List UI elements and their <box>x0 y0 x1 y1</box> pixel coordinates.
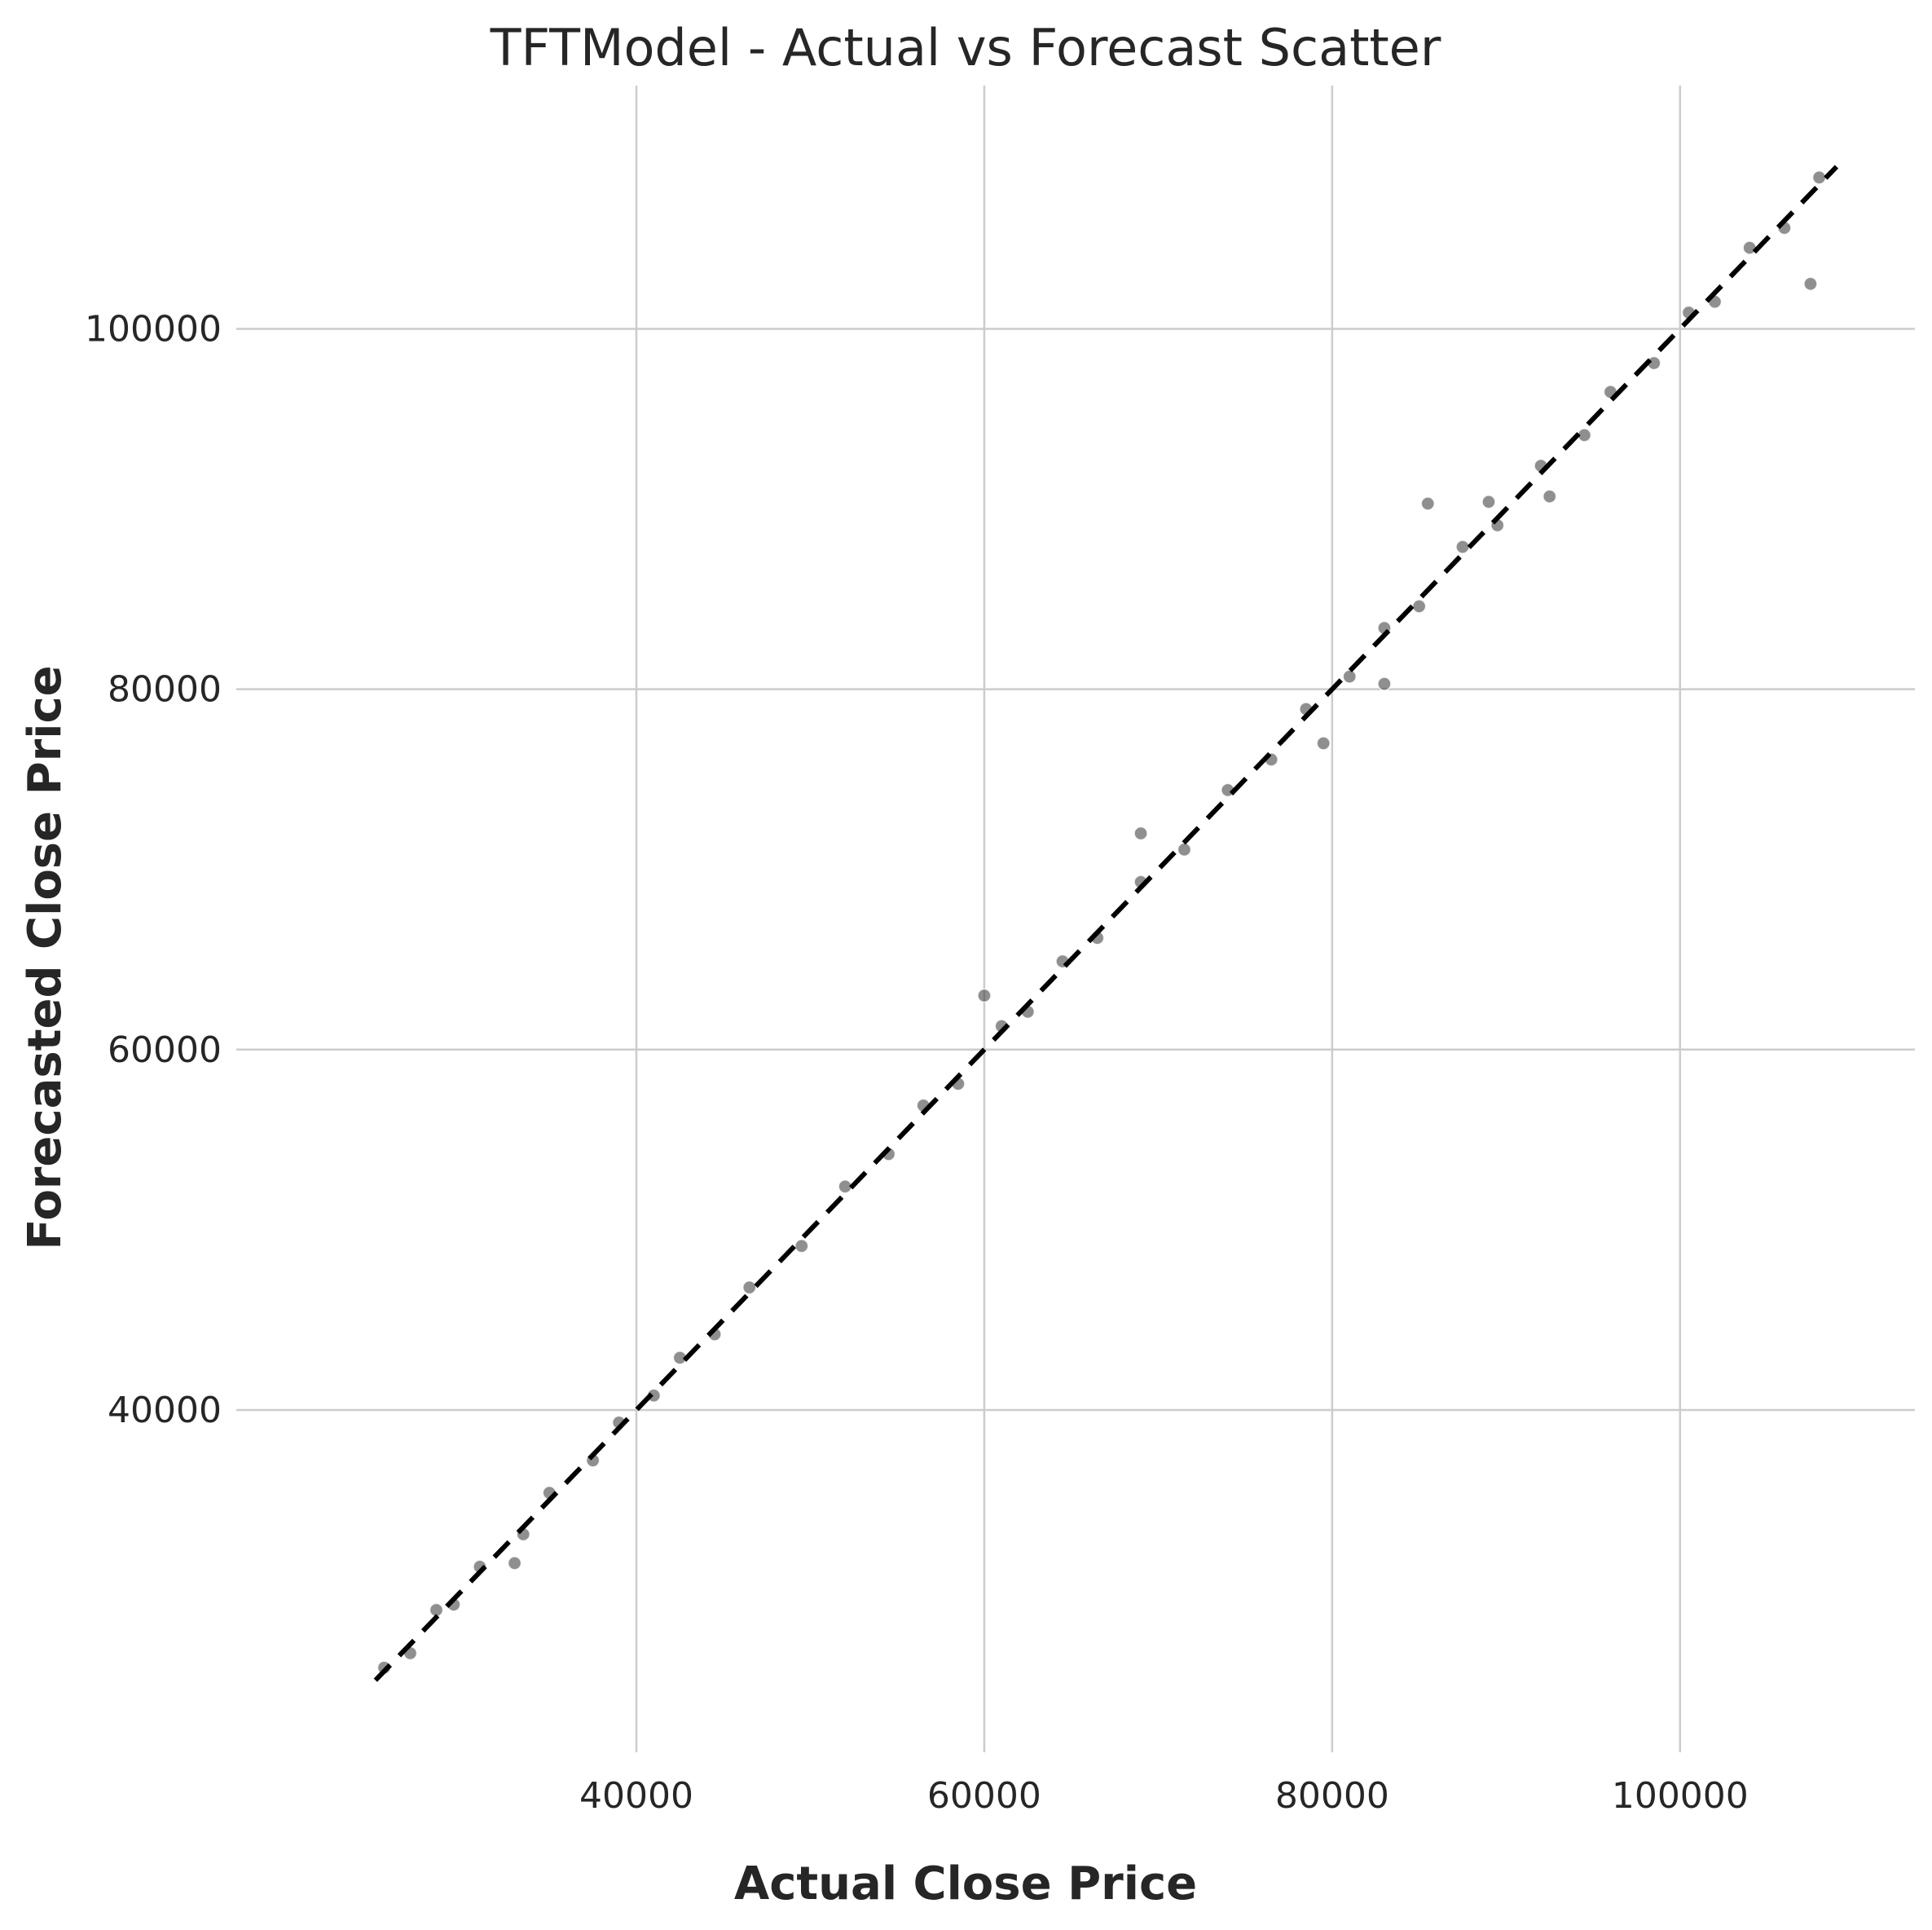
scatter-point <box>1342 669 1357 684</box>
grid-layer <box>236 86 1915 1752</box>
scatter-point <box>1455 540 1470 554</box>
scatter-point <box>507 1556 522 1571</box>
x-axis-label: Actual Close Price <box>734 1857 1197 1910</box>
scatter-point <box>1177 842 1192 857</box>
tick-labels-layer: 40000 60000 80000 100000 40000 60000 80000 1000… <box>85 308 1749 1817</box>
y-tick-label: 60000 <box>108 1029 222 1071</box>
x-tick-label: 60000 <box>927 1775 1041 1817</box>
scatter-point <box>1803 276 1818 291</box>
scatter-point <box>1133 826 1148 841</box>
scatter-point <box>1420 496 1436 511</box>
scatter-point <box>1377 676 1392 691</box>
y-tick-label: 40000 <box>108 1390 222 1431</box>
scatter-point <box>1742 240 1757 255</box>
scatter-point <box>1811 170 1827 185</box>
x-tick-label: 80000 <box>1275 1775 1389 1817</box>
scatter-point <box>1481 494 1496 509</box>
scatter-point <box>1316 736 1331 751</box>
points-layer <box>376 170 1827 1675</box>
y-tick-label: 100000 <box>85 308 222 350</box>
scatter-point <box>1542 489 1557 504</box>
scatter-point <box>977 988 992 1003</box>
x-tick-label: 100000 <box>1612 1775 1749 1817</box>
scatter-point <box>1411 599 1427 614</box>
y-tick-label: 80000 <box>108 669 222 711</box>
chart-title: TFTModel - Actual vs Forecast Scatter <box>490 18 1441 77</box>
x-tick-label: 40000 <box>579 1775 693 1817</box>
identity-reference-line <box>373 165 1839 1682</box>
scatter-point <box>742 1280 757 1295</box>
y-axis-label: Forecasted Close Price <box>19 665 72 1249</box>
reference-line-layer <box>373 165 1839 1682</box>
scatter-point <box>794 1239 809 1254</box>
